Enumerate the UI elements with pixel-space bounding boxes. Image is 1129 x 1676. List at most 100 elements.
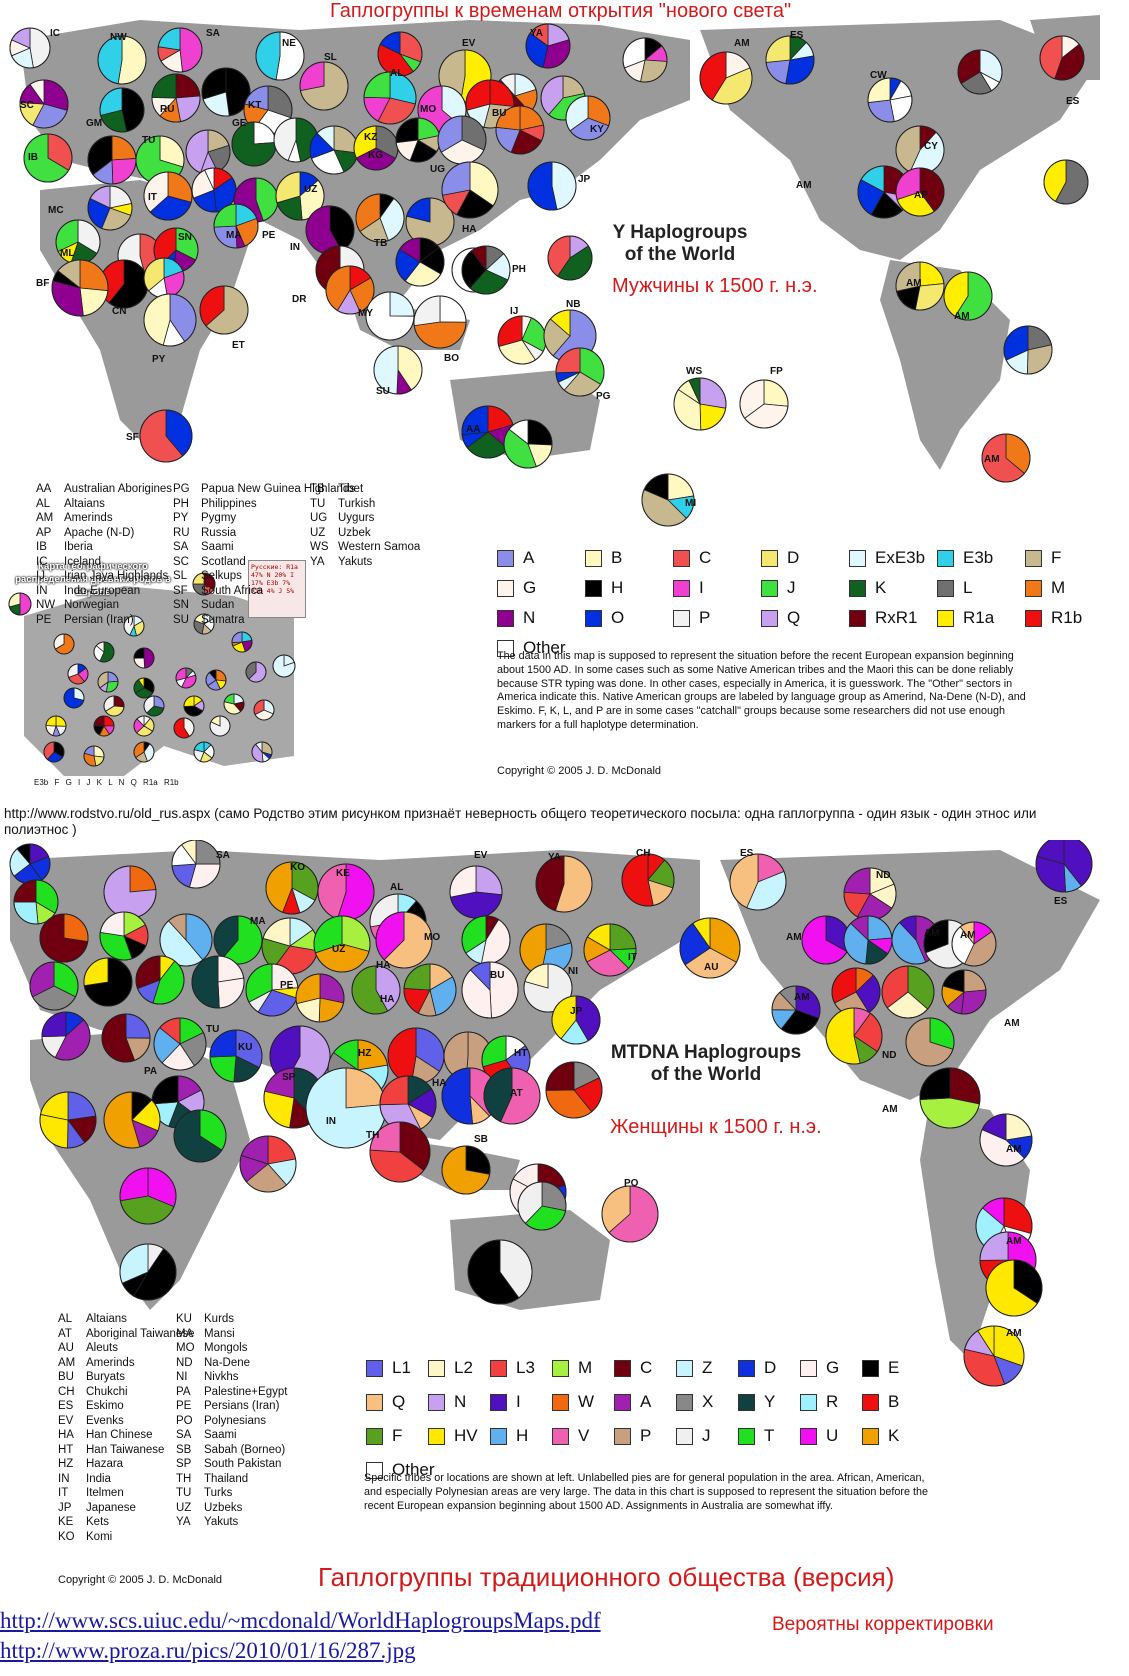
mtdna-haplogroup-pie xyxy=(119,1243,177,1301)
y-haplogroup-pie xyxy=(325,265,375,315)
europe-inset-pie xyxy=(45,715,67,737)
pie-outline xyxy=(957,49,1003,95)
mtdna-legend-label: Y xyxy=(764,1392,776,1411)
mtdna-legend-item: I xyxy=(490,1392,552,1412)
pie-outline xyxy=(979,1113,1033,1167)
mtdna-legend-label: A xyxy=(640,1392,652,1411)
mtdna-abbreviation-row: PA Palestine+Egypt xyxy=(176,1385,287,1400)
y-region-label: AA xyxy=(466,424,481,435)
mtdna-haplogroup-pie xyxy=(467,1239,533,1305)
y-abbreviation-row: WS Western Samoa xyxy=(310,540,420,555)
y-region-label: AL xyxy=(390,68,404,79)
mtdna-legend-swatch xyxy=(366,1359,383,1377)
europe-inset-pie xyxy=(192,572,216,596)
mtdna-region-label: HZ xyxy=(358,1048,372,1059)
y-abbr-code: UG xyxy=(310,512,328,524)
y-haplogroup-pie xyxy=(565,95,611,141)
mtdna-region-label: AM xyxy=(924,928,940,939)
y-abbr-code: PE xyxy=(36,613,52,626)
y-region-label: EV xyxy=(462,38,476,49)
europe-inset-pie xyxy=(103,695,125,717)
y-legend-label: R1a xyxy=(963,608,995,627)
mtdna-legend-swatch xyxy=(428,1393,445,1411)
pie-outline xyxy=(133,677,155,699)
mtdna-abbr-name: Uzbeks xyxy=(204,1501,243,1514)
europe-inset-map xyxy=(8,572,296,776)
y-abbr-code: IC xyxy=(36,555,48,568)
y-haplogroup-pie xyxy=(255,31,305,81)
y-abbr-name: South Africa xyxy=(201,584,264,597)
y-abbr-name: Iberia xyxy=(64,541,93,553)
mtdna-legend-label: Z xyxy=(702,1358,713,1377)
y-abbr-code: SN xyxy=(173,599,189,611)
y-abbreviation-row: SA Saami xyxy=(173,540,234,555)
y-abbreviation-row: UZ Uzbek xyxy=(310,526,371,541)
mtdna-region-label: PO xyxy=(624,1178,639,1189)
mtdna-haplogroup-pies xyxy=(9,840,1093,1387)
mtdna-legend-swatch xyxy=(800,1359,817,1377)
y-legend-label: K xyxy=(875,578,887,597)
y-haplogroup-pie xyxy=(23,133,73,183)
pie-slice xyxy=(217,977,245,1009)
mtdna-legend-label: N xyxy=(454,1392,467,1411)
mtdna-abbr-code: CH xyxy=(58,1385,75,1398)
mtdna-abbr-code: BU xyxy=(58,1371,74,1383)
y-abbr-name: Papua New Guinea Highlands xyxy=(201,483,356,495)
y-abbreviation-row: AM Amerinds xyxy=(36,511,113,526)
pie-outline xyxy=(23,133,73,183)
mtdna-haplogroup-pie xyxy=(103,865,157,919)
y-abbr-code: SU xyxy=(173,613,189,626)
pie-outline xyxy=(159,913,213,967)
mtdna-heading-line1: MTDNA Haplogroups xyxy=(610,1042,802,1063)
y-legend-swatch xyxy=(849,579,866,597)
pie-outline xyxy=(673,377,727,431)
jpg-source-link[interactable]: http://www.proza.ru/pics/2010/01/16/287.… xyxy=(0,1638,416,1663)
y-region-label: AM xyxy=(796,180,812,191)
mtdna-abbreviation-row: KU Kurds xyxy=(176,1312,234,1327)
y-region-label: ET xyxy=(232,340,245,351)
mtdna-abbr-name: India xyxy=(86,1472,111,1485)
y-abbr-code: SL xyxy=(173,570,188,582)
mtdna-abbreviation-row: UZ Uzbeks xyxy=(176,1501,242,1516)
mtdna-haplogroup-pie xyxy=(369,1121,431,1183)
y-legend-label: H xyxy=(611,578,624,597)
europe-inset-legend: E3b F G I J K L N Q R1a R1b xyxy=(34,778,179,787)
pdf-source-link[interactable]: http://www.scs.uiuc.edu/~mcdonald/WorldH… xyxy=(0,1608,601,1633)
europe-inset-pie xyxy=(245,661,267,683)
mtdna-haplogroup-pie xyxy=(261,917,319,975)
y-region-label: SL xyxy=(324,52,337,63)
europe-inset-pie xyxy=(183,695,205,717)
mtdna-legend-item: Y xyxy=(738,1392,800,1412)
y-abbreviation-row: IC Iceland xyxy=(36,555,101,570)
pie-slice xyxy=(119,1167,149,1202)
mtdna-legend-label: M xyxy=(578,1358,593,1377)
mtdna-haplogroup-pie xyxy=(621,853,675,907)
mtdna-region-label: TU xyxy=(206,1024,220,1035)
pie-outline xyxy=(881,965,935,1019)
y-region-label: AP xyxy=(914,190,928,201)
pie-outline xyxy=(133,741,155,763)
pie-outline xyxy=(93,715,115,737)
y-haplogroup-pie xyxy=(97,35,147,85)
europe-inset-pie xyxy=(53,633,75,655)
y-map-title: Гаплогруппы к временам открытия "нового … xyxy=(330,0,792,22)
y-abbr-name: Altaians xyxy=(64,497,105,510)
y-abbreviation-row: TB Tibet xyxy=(310,482,363,497)
y-region-label: RU xyxy=(160,104,175,115)
mtdna-region-label: AT xyxy=(510,1088,523,1099)
mtdna-haplogroup-pie xyxy=(99,911,149,961)
pie-outline xyxy=(905,1017,955,1067)
mtdna-abbr-code: AT xyxy=(58,1327,72,1340)
pie-outline xyxy=(739,379,789,429)
pie-outline xyxy=(483,1067,541,1125)
mtdna-abbr-name: South Pakistan xyxy=(204,1458,282,1470)
mtdna-legend-swatch xyxy=(800,1427,817,1445)
europe-inset-pie xyxy=(133,741,155,763)
pie-outline xyxy=(192,572,216,596)
europe-inset-pie xyxy=(205,669,227,691)
y-haplogroup-pie xyxy=(765,35,815,85)
europe-inset-pie xyxy=(175,667,197,689)
mtdna-region-label: ND xyxy=(876,870,891,881)
mtdna-region-label: EV xyxy=(474,850,488,861)
mtdna-legend-item: L2 xyxy=(428,1358,490,1378)
